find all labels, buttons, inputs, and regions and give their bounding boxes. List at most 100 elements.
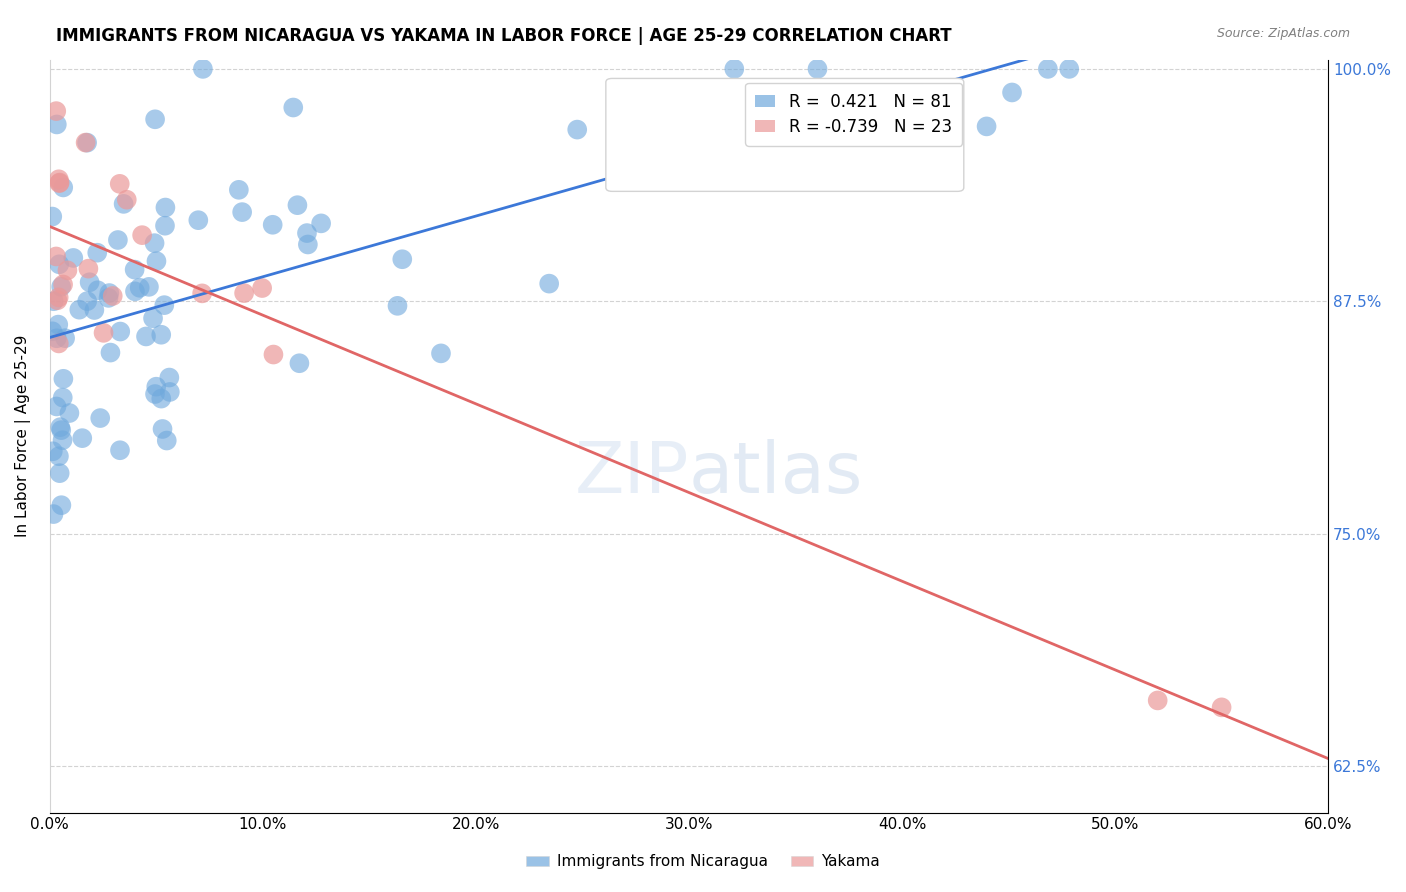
Immigrants from Nicaragua [145, 254, 167, 268]
Immigrants from Nicaragua [309, 216, 332, 230]
Immigrants from Nicaragua [108, 443, 131, 458]
Yakama [131, 228, 153, 243]
Immigrants from Nicaragua [76, 294, 98, 309]
Immigrants from Nicaragua [159, 384, 181, 399]
Yakama [46, 293, 69, 308]
Immigrants from Nicaragua [135, 329, 157, 343]
Immigrants from Nicaragua [150, 327, 173, 342]
Immigrants from Nicaragua [297, 237, 319, 252]
Immigrants from Nicaragua [145, 379, 167, 393]
Yakama [250, 281, 273, 295]
Immigrants from Nicaragua [976, 120, 998, 134]
Yakama [48, 336, 70, 351]
FancyBboxPatch shape [606, 78, 963, 192]
Immigrants from Nicaragua [52, 391, 75, 405]
Immigrants from Nicaragua [51, 498, 73, 512]
Immigrants from Nicaragua [387, 299, 409, 313]
Immigrants from Nicaragua [112, 197, 135, 211]
Immigrants from Nicaragua [155, 201, 177, 215]
Yakama [45, 104, 67, 119]
Immigrants from Nicaragua [52, 180, 75, 194]
Immigrants from Nicaragua [79, 275, 101, 289]
Yakama [52, 277, 75, 292]
Immigrants from Nicaragua [67, 302, 90, 317]
Immigrants from Nicaragua [538, 277, 561, 291]
Legend: Immigrants from Nicaragua, Yakama: Immigrants from Nicaragua, Yakama [520, 848, 886, 875]
Text: IMMIGRANTS FROM NICARAGUA VS YAKAMA IN LABOR FORCE | AGE 25-29 CORRELATION CHART: IMMIGRANTS FROM NICARAGUA VS YAKAMA IN L… [56, 27, 952, 45]
Immigrants from Nicaragua [430, 346, 453, 360]
Immigrants from Nicaragua [72, 431, 94, 445]
Immigrants from Nicaragua [97, 291, 120, 305]
Immigrants from Nicaragua [138, 280, 160, 294]
Immigrants from Nicaragua [86, 245, 108, 260]
Immigrants from Nicaragua [46, 318, 69, 332]
Yakama [108, 177, 131, 191]
Immigrants from Nicaragua [110, 325, 132, 339]
Immigrants from Nicaragua [49, 420, 72, 434]
Immigrants from Nicaragua [51, 434, 73, 448]
Immigrants from Nicaragua [51, 279, 73, 293]
Immigrants from Nicaragua [124, 262, 146, 277]
Immigrants from Nicaragua [89, 411, 111, 425]
Text: Source: ZipAtlas.com: Source: ZipAtlas.com [1216, 27, 1350, 40]
Immigrants from Nicaragua [391, 252, 413, 267]
Yakama [75, 136, 97, 150]
Immigrants from Nicaragua [187, 213, 209, 227]
Immigrants from Nicaragua [806, 62, 828, 76]
Immigrants from Nicaragua [231, 205, 253, 219]
Immigrants from Nicaragua [1057, 62, 1080, 76]
Immigrants from Nicaragua [157, 370, 180, 384]
Yakama [48, 290, 70, 304]
Immigrants from Nicaragua [143, 112, 166, 127]
Immigrants from Nicaragua [287, 198, 309, 212]
Yakama [48, 172, 70, 186]
Yakama [101, 289, 124, 303]
Immigrants from Nicaragua [86, 283, 108, 297]
Immigrants from Nicaragua [76, 136, 98, 150]
Yakama [56, 263, 79, 277]
Yakama [48, 176, 70, 190]
Text: ZIP: ZIP [575, 439, 689, 508]
Legend: R =  0.421   N = 81, R = -0.739   N = 23: R = 0.421 N = 81, R = -0.739 N = 23 [745, 83, 962, 145]
Immigrants from Nicaragua [53, 331, 76, 345]
Y-axis label: In Labor Force | Age 25-29: In Labor Force | Age 25-29 [15, 334, 31, 537]
Yakama [115, 193, 138, 207]
Immigrants from Nicaragua [124, 285, 146, 299]
Yakama [1146, 693, 1168, 707]
Immigrants from Nicaragua [723, 62, 745, 76]
Immigrants from Nicaragua [48, 449, 70, 463]
Text: atlas: atlas [689, 439, 863, 508]
Immigrants from Nicaragua [143, 236, 166, 251]
Immigrants from Nicaragua [42, 444, 65, 458]
Immigrants from Nicaragua [42, 294, 65, 309]
Immigrants from Nicaragua [128, 281, 150, 295]
Immigrants from Nicaragua [48, 257, 70, 271]
Immigrants from Nicaragua [41, 210, 63, 224]
Immigrants from Nicaragua [153, 298, 176, 312]
Immigrants from Nicaragua [228, 183, 250, 197]
Immigrants from Nicaragua [52, 372, 75, 386]
Yakama [48, 176, 70, 190]
Yakama [191, 286, 214, 301]
Immigrants from Nicaragua [143, 387, 166, 401]
Immigrants from Nicaragua [58, 406, 80, 420]
Immigrants from Nicaragua [153, 219, 176, 233]
Immigrants from Nicaragua [152, 422, 174, 436]
Yakama [1211, 700, 1233, 714]
Immigrants from Nicaragua [1001, 86, 1024, 100]
Yakama [233, 286, 256, 301]
Immigrants from Nicaragua [295, 226, 318, 240]
Immigrants from Nicaragua [42, 507, 65, 521]
Immigrants from Nicaragua [45, 331, 67, 345]
Immigrants from Nicaragua [100, 345, 122, 359]
Immigrants from Nicaragua [150, 392, 173, 406]
Immigrants from Nicaragua [48, 466, 70, 480]
Immigrants from Nicaragua [1036, 62, 1059, 76]
Immigrants from Nicaragua [283, 101, 305, 115]
Yakama [93, 326, 115, 340]
Immigrants from Nicaragua [83, 303, 105, 318]
Immigrants from Nicaragua [107, 233, 129, 247]
Immigrants from Nicaragua [41, 324, 63, 338]
Immigrants from Nicaragua [142, 311, 165, 326]
Immigrants from Nicaragua [567, 122, 589, 136]
